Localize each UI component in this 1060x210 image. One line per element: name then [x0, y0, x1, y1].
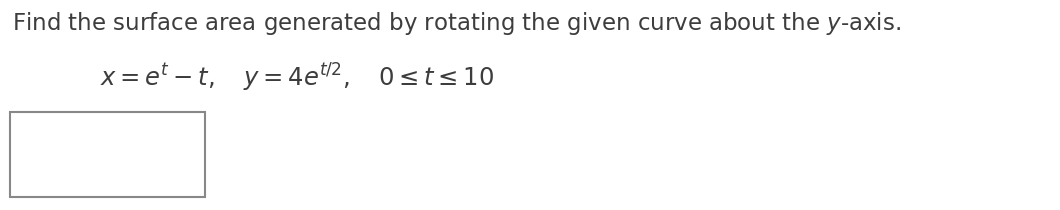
Text: $x = e^t - t, \quad y = 4e^{t/2}, \quad 0 \leq t \leq 10$: $x = e^t - t, \quad y = 4e^{t/2}, \quad … [100, 62, 494, 94]
Bar [10, 112, 205, 197]
Text: Find the surface area generated by rotating the given curve about the $y$-axis.: Find the surface area generated by rotat… [12, 10, 901, 37]
